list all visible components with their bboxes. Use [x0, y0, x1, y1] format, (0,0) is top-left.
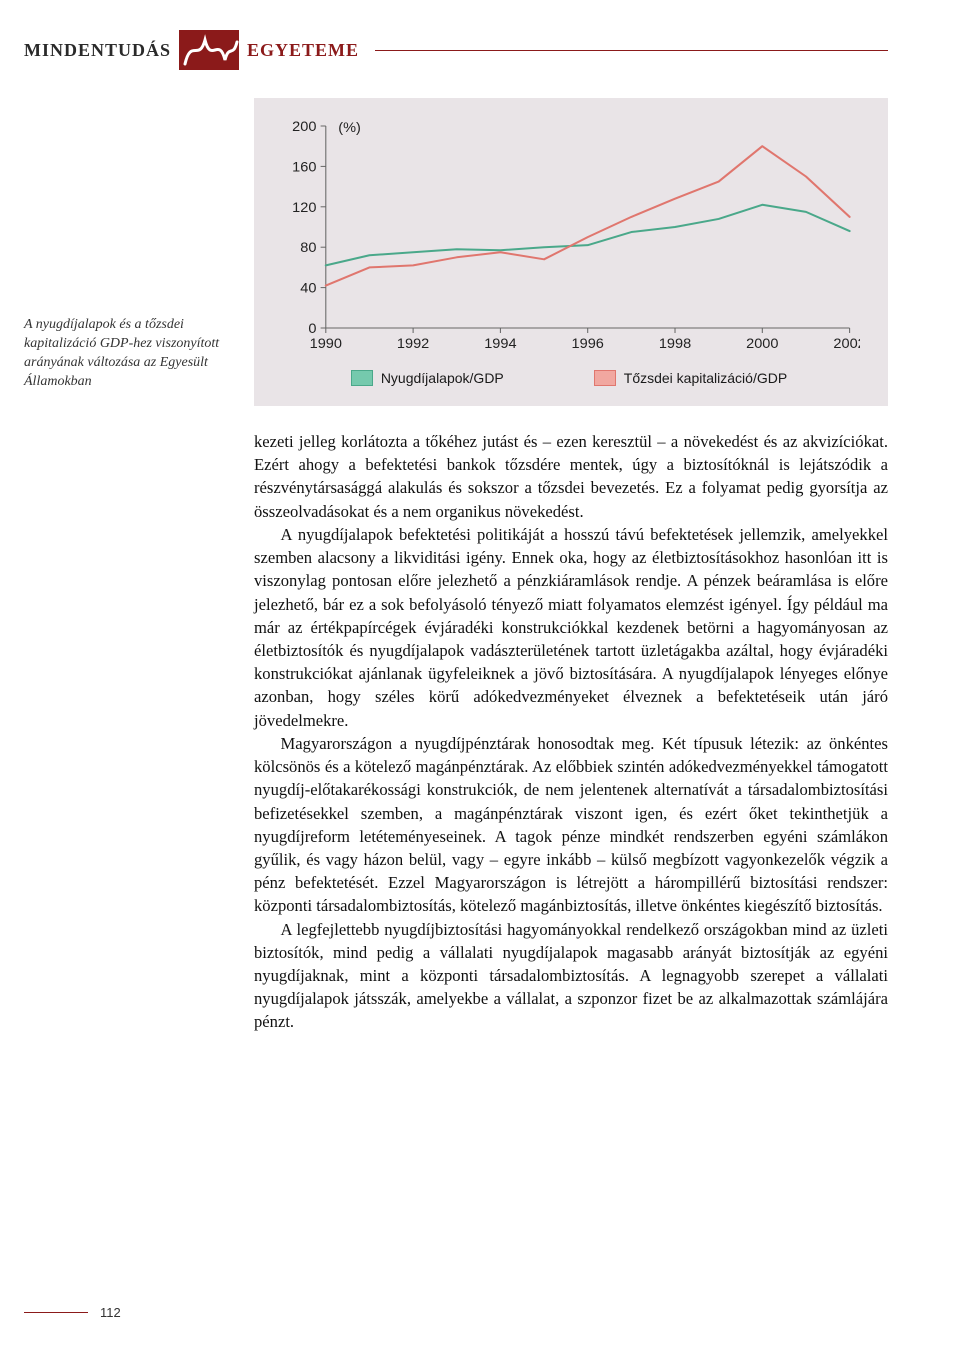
svg-text:40: 40 — [300, 281, 316, 297]
page-number-rule — [24, 1312, 88, 1313]
paragraph: A legfejlettebb nyugdíjbiztosítási hagyo… — [254, 918, 888, 1034]
svg-text:80: 80 — [300, 240, 316, 256]
chart-legend: Nyugdíjalapok/GDP Tőzsdei kapitalizáció/… — [278, 370, 860, 386]
header-rule — [375, 50, 888, 51]
svg-text:1998: 1998 — [659, 336, 691, 352]
svg-text:2002: 2002 — [833, 336, 860, 352]
paragraph: kezeti jelleg korlátozta a tőkéhez jutás… — [254, 430, 888, 523]
svg-text:1990: 1990 — [310, 336, 342, 352]
logo-icon — [179, 30, 239, 70]
legend-swatch — [594, 370, 616, 386]
paragraph: A nyugdíjalapok befektetési politikáját … — [254, 523, 888, 732]
page-number-wrap: 112 — [24, 1305, 121, 1320]
legend-item: Tőzsdei kapitalizáció/GDP — [594, 370, 787, 386]
svg-text:200: 200 — [292, 119, 316, 135]
header-left-word: MINDENTUDÁS — [24, 40, 171, 61]
chart-card: 0 40 80 120 160 200 (%) 1990 1992 1994 1996 1998 200… — [254, 98, 888, 406]
legend-swatch — [351, 370, 373, 386]
svg-text:(%): (%) — [338, 120, 361, 136]
figure-caption: A nyugdíjalapok és a tőzsdei kapitalizác… — [24, 316, 234, 392]
svg-text:120: 120 — [292, 200, 316, 216]
page-header: MINDENTUDÁS EGYETEME — [24, 30, 888, 70]
legend-label: Nyugdíjalapok/GDP — [381, 370, 504, 386]
svg-text:160: 160 — [292, 160, 316, 176]
svg-text:1996: 1996 — [572, 336, 604, 352]
paragraph: Magyarországon a nyugdíjpénztárak honoso… — [254, 732, 888, 918]
line-chart: 0 40 80 120 160 200 (%) 1990 1992 1994 1996 1998 200… — [278, 116, 860, 356]
legend-item: Nyugdíjalapok/GDP — [351, 370, 504, 386]
svg-text:1994: 1994 — [484, 336, 516, 352]
body-text: kezeti jelleg korlátozta a tőkéhez jutás… — [254, 430, 888, 1034]
header-right-word: EGYETEME — [247, 40, 359, 61]
legend-label: Tőzsdei kapitalizáció/GDP — [624, 370, 787, 386]
page-number: 112 — [100, 1305, 121, 1320]
svg-text:1992: 1992 — [397, 336, 429, 352]
svg-text:0: 0 — [308, 321, 316, 337]
svg-text:2000: 2000 — [746, 336, 778, 352]
